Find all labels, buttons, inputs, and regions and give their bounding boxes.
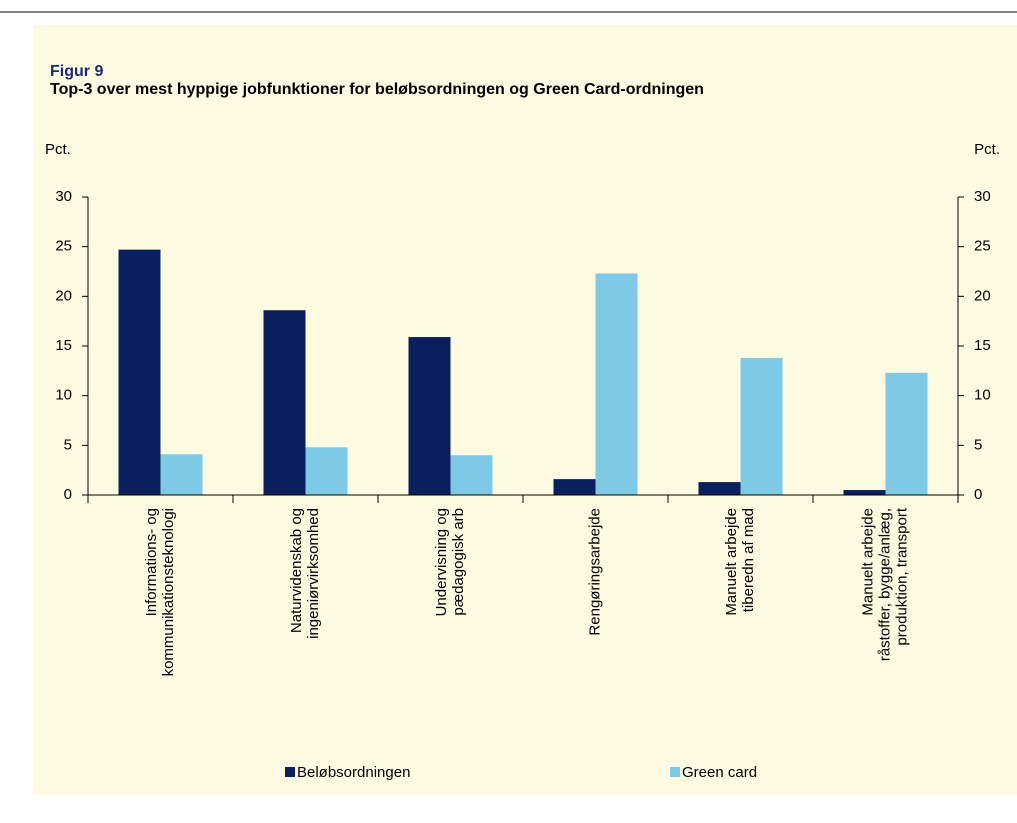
x-tick-label: Rengøringsarbejde [586, 508, 603, 636]
y-axis-label: Pct. [45, 141, 71, 158]
y-tick-label: 25 [55, 238, 72, 255]
bar [885, 372, 928, 495]
bar [595, 273, 638, 495]
bar [553, 479, 596, 495]
legend-label: Green card [682, 764, 757, 781]
y-tick-label: 10 [55, 387, 72, 404]
y-tick-label: 20 [55, 287, 72, 304]
chart-title: Top-3 over mest hyppige jobfunktioner fo… [50, 81, 704, 98]
bar [160, 454, 203, 495]
legend-label: Beløbsordningen [297, 764, 410, 781]
y2-tick-label: 10 [974, 387, 991, 404]
y-tick-label: 15 [55, 337, 72, 354]
y2-tick-label: 5 [974, 436, 982, 453]
y2-tick-label: 25 [974, 238, 991, 255]
legend-swatch [285, 767, 295, 777]
bar [305, 447, 348, 495]
y2-tick-label: 0 [974, 486, 982, 503]
x-tick-label: Informations- ogkommunikationsteknologi [143, 508, 177, 676]
x-tick-label: Undervisning ogpædagogisk arb [433, 508, 467, 616]
bar [263, 310, 306, 495]
bar [698, 482, 741, 495]
legend-swatch [670, 767, 680, 777]
y2-tick-label: 15 [974, 337, 991, 354]
panel [33, 25, 1017, 795]
bar [118, 249, 161, 495]
y2-axis-label: Pct. [974, 141, 1000, 158]
x-tick-label: Manuelt arbejdetiberedn af mad [723, 508, 757, 616]
x-tick-label: Naturvidenskab ogingeniørvirksomhed [288, 508, 322, 639]
y2-tick-label: 30 [974, 188, 991, 205]
bar [450, 455, 493, 495]
y2-tick-label: 20 [974, 287, 991, 304]
y-tick-label: 5 [64, 436, 72, 453]
x-tick-label: Manuelt arbejderåstoffer, bygge/anlæg,pr… [859, 507, 910, 661]
bar [843, 490, 886, 495]
y-tick-label: 0 [64, 486, 72, 503]
bar [740, 357, 783, 495]
y-tick-label: 30 [55, 188, 72, 205]
figure-label: Figur 9 [50, 63, 103, 80]
bar [408, 337, 451, 495]
